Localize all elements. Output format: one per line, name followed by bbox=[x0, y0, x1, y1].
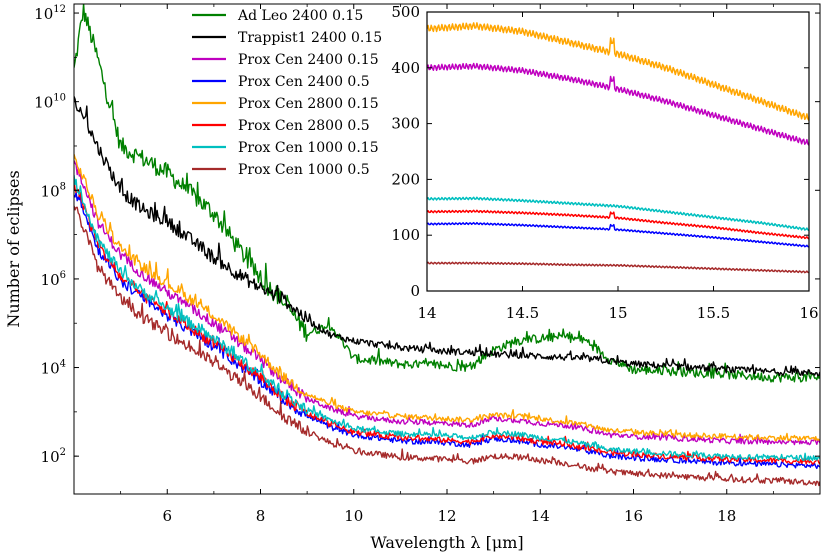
inset-y-tick-label: 500 bbox=[391, 3, 420, 21]
inset-series-line-prox-cen-2800-0-15 bbox=[427, 22, 809, 122]
inset-background bbox=[427, 12, 809, 291]
inset-x-tick-label: 16 bbox=[799, 304, 818, 322]
legend-label-prox-cen-2400-0-15: Prox Cen 2400 0.15 bbox=[238, 52, 379, 68]
legend-label-prox-cen-2800-0-15: Prox Cen 2800 0.15 bbox=[238, 96, 379, 112]
y-tick-label: 104 bbox=[41, 359, 66, 378]
inset-y-ticks: 0 100 200 300 400 500 bbox=[391, 3, 809, 300]
legend-label-prox-cen-1000-0-5: Prox Cen 1000 0.5 bbox=[238, 162, 370, 178]
inset-x-tick-label: 15.5 bbox=[697, 304, 730, 322]
series-line-prox-cen-2400-0-15 bbox=[74, 160, 820, 446]
inset-series-line-prox-cen-2800-0-5 bbox=[427, 209, 809, 240]
main-series-lines bbox=[74, 4, 820, 487]
x-tick-label: 16 bbox=[624, 507, 643, 525]
series-line-prox-cen-1000-0-5 bbox=[74, 205, 820, 487]
inset-y-tick-label: 100 bbox=[391, 226, 420, 244]
inset-y-tick-label: 200 bbox=[391, 170, 420, 188]
y-tick-exponent: 4 bbox=[60, 359, 66, 370]
x-tick-label: 8 bbox=[256, 507, 266, 525]
series-line-ad-leo-2400-0-15 bbox=[74, 4, 820, 383]
legend-label-trappist1-2400-0-15: Trappist1 2400 0.15 bbox=[238, 30, 382, 46]
y-tick-label: 106 bbox=[41, 270, 66, 289]
main-x-ticks: 6 8 10 12 14 16 18 bbox=[120, 4, 774, 525]
y-tick-label: 108 bbox=[41, 181, 66, 200]
legend: Ad Leo 2400 0.15 Trappist1 2400 0.15 Prox … bbox=[192, 8, 382, 178]
inset-series-line-prox-cen-2400-0-15 bbox=[427, 62, 809, 146]
y-tick-exponent: 6 bbox=[60, 270, 66, 281]
inset-plot: 14 14.5 15 15.5 16 0 100 200 300 400 500 bbox=[391, 3, 818, 322]
x-axis-label: Wavelength λ [μm] bbox=[370, 533, 523, 552]
x-tick-label: 14 bbox=[531, 507, 550, 525]
inset-y-tick-label: 300 bbox=[391, 115, 420, 133]
y-tick-label: 1012 bbox=[34, 4, 66, 23]
inset-x-tick-label: 14 bbox=[417, 304, 436, 322]
legend-label-ad-leo-2400-0-15: Ad Leo 2400 0.15 bbox=[237, 8, 363, 24]
inset-x-tick-label: 14.5 bbox=[506, 304, 539, 322]
y-tick-exponent: 8 bbox=[60, 181, 66, 192]
series-line-trappist1-2400-0-15 bbox=[74, 96, 820, 377]
x-tick-label: 18 bbox=[717, 507, 736, 525]
legend-label-prox-cen-1000-0-15: Prox Cen 1000 0.15 bbox=[238, 140, 379, 156]
y-tick-label: 102 bbox=[41, 447, 66, 466]
series-line-prox-cen-2800-0-15 bbox=[74, 154, 820, 442]
inset-y-tick-label: 0 bbox=[410, 282, 420, 300]
x-tick-label: 12 bbox=[437, 507, 456, 525]
inset-y-tick-label: 400 bbox=[391, 59, 420, 77]
y-tick-exponent: 12 bbox=[53, 4, 66, 15]
legend-label-prox-cen-2400-0-5: Prox Cen 2400 0.5 bbox=[238, 74, 370, 90]
y-axis-label: Number of eclipses bbox=[4, 170, 23, 327]
y-tick-label: 1010 bbox=[34, 93, 66, 112]
inset-x-ticks: 14 14.5 15 15.5 16 bbox=[417, 12, 819, 322]
series-line-prox-cen-1000-0-15 bbox=[74, 175, 820, 462]
x-tick-label: 10 bbox=[344, 507, 363, 525]
inset-series-lines bbox=[427, 22, 809, 274]
legend-label-prox-cen-2800-0-5: Prox Cen 2800 0.5 bbox=[238, 118, 370, 134]
x-tick-label: 6 bbox=[162, 507, 172, 525]
inset-series-line-prox-cen-1000-0-5 bbox=[427, 261, 809, 274]
y-tick-exponent: 2 bbox=[60, 447, 66, 458]
inset-x-tick-label: 15 bbox=[608, 304, 627, 322]
y-tick-exponent: 10 bbox=[53, 93, 66, 104]
inset-series-line-prox-cen-2400-0-5 bbox=[427, 221, 809, 248]
inset-series-line-prox-cen-1000-0-15 bbox=[427, 196, 809, 232]
